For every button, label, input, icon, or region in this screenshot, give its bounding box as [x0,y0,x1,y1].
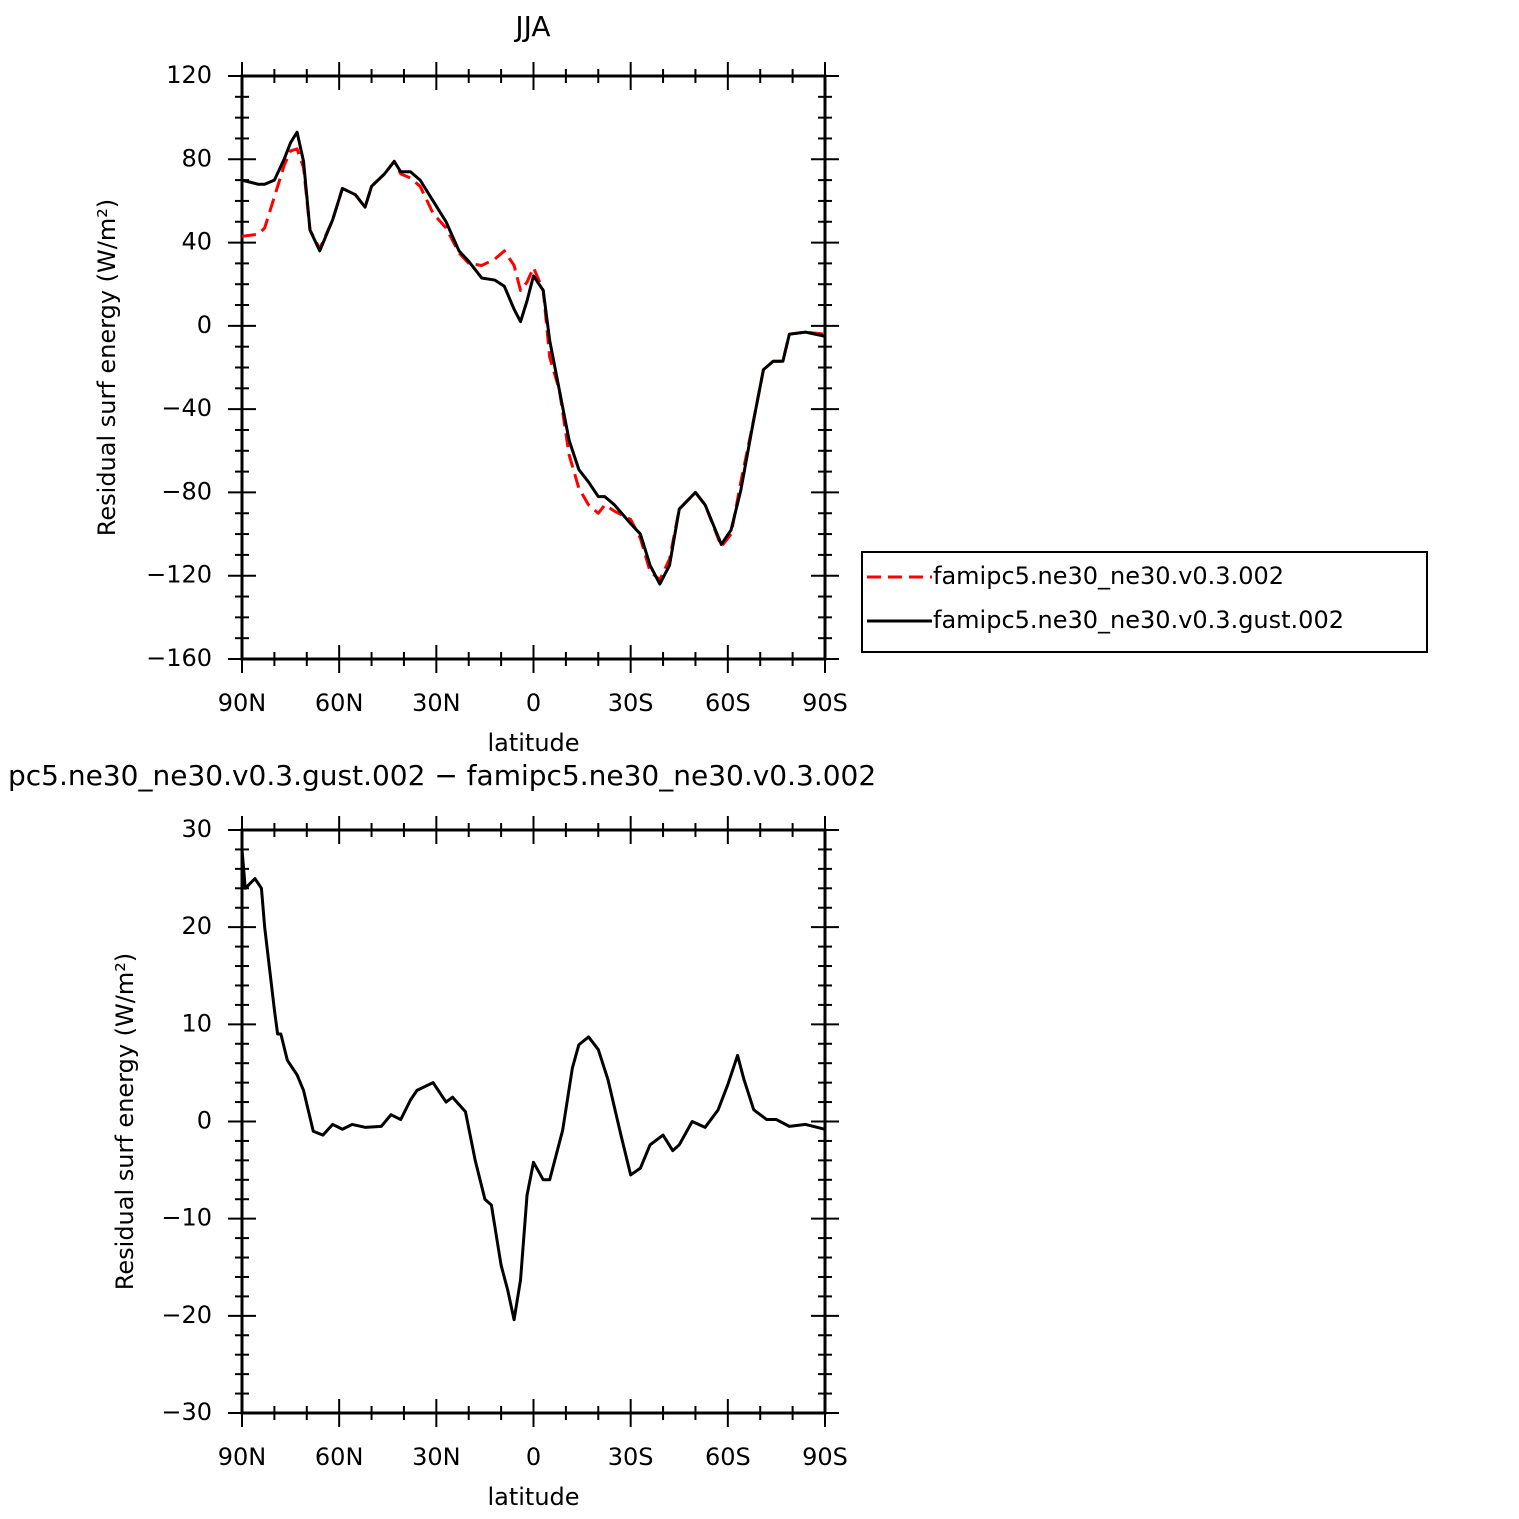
legend-label: famipc5.ne30_ne30.v0.3.002 [933,562,1284,590]
y-tick-label: 0 [197,1107,212,1135]
y-tick-label: −30 [161,1398,212,1426]
y-tick-label: 20 [181,912,212,940]
data-line [241,130,826,586]
data-line [240,849,826,1322]
x-axis-label: latitude [487,729,579,757]
x-tick-label: 60N [315,1443,364,1471]
x-tick-label: 60S [705,689,751,717]
y-tick-label: −20 [161,1301,212,1329]
x-tick-label: 60S [705,1443,751,1471]
x-tick-label: 90S [802,1443,848,1471]
y-tick-label: 80 [181,144,212,172]
x-tick-label: 0 [526,1443,541,1471]
y-tick-label: 0 [197,311,212,339]
y-tick-label: −160 [146,644,212,672]
plot-frame [240,74,827,661]
data-line [241,147,826,582]
chart-title: pc5.ne30_ne30.v0.3.gust.002 − famipc5.ne… [8,759,876,792]
x-tick-label: 90N [218,689,267,717]
legend-label: famipc5.ne30_ne30.v0.3.gust.002 [933,606,1344,634]
y-tick-label: −10 [161,1204,212,1232]
x-tick-label: 60N [315,689,364,717]
x-tick-label: 30S [608,689,654,717]
y-tick-label: 40 [181,228,212,256]
x-tick-label: 90S [802,689,848,717]
x-tick-label: 30S [608,1443,654,1471]
y-tick-label: 10 [181,1009,212,1037]
legend-box [861,551,1428,653]
x-tick-label: 30N [412,1443,461,1471]
y-tick-label: 120 [166,61,212,89]
x-tick-label: 0 [526,689,541,717]
y-tick-label: 30 [181,815,212,843]
chart-title: JJA [513,10,550,43]
plot-frame [240,828,827,1415]
y-tick-label: −120 [146,561,212,589]
y-axis-label: Residual surf energy (W/m²) [111,953,139,1290]
y-tick-label: −80 [161,477,212,505]
x-tick-label: 90N [218,1443,267,1471]
y-axis-label: Residual surf energy (W/m²) [93,199,121,536]
y-tick-label: −40 [161,394,212,422]
x-axis-label: latitude [487,1483,579,1511]
x-tick-label: 30N [412,689,461,717]
